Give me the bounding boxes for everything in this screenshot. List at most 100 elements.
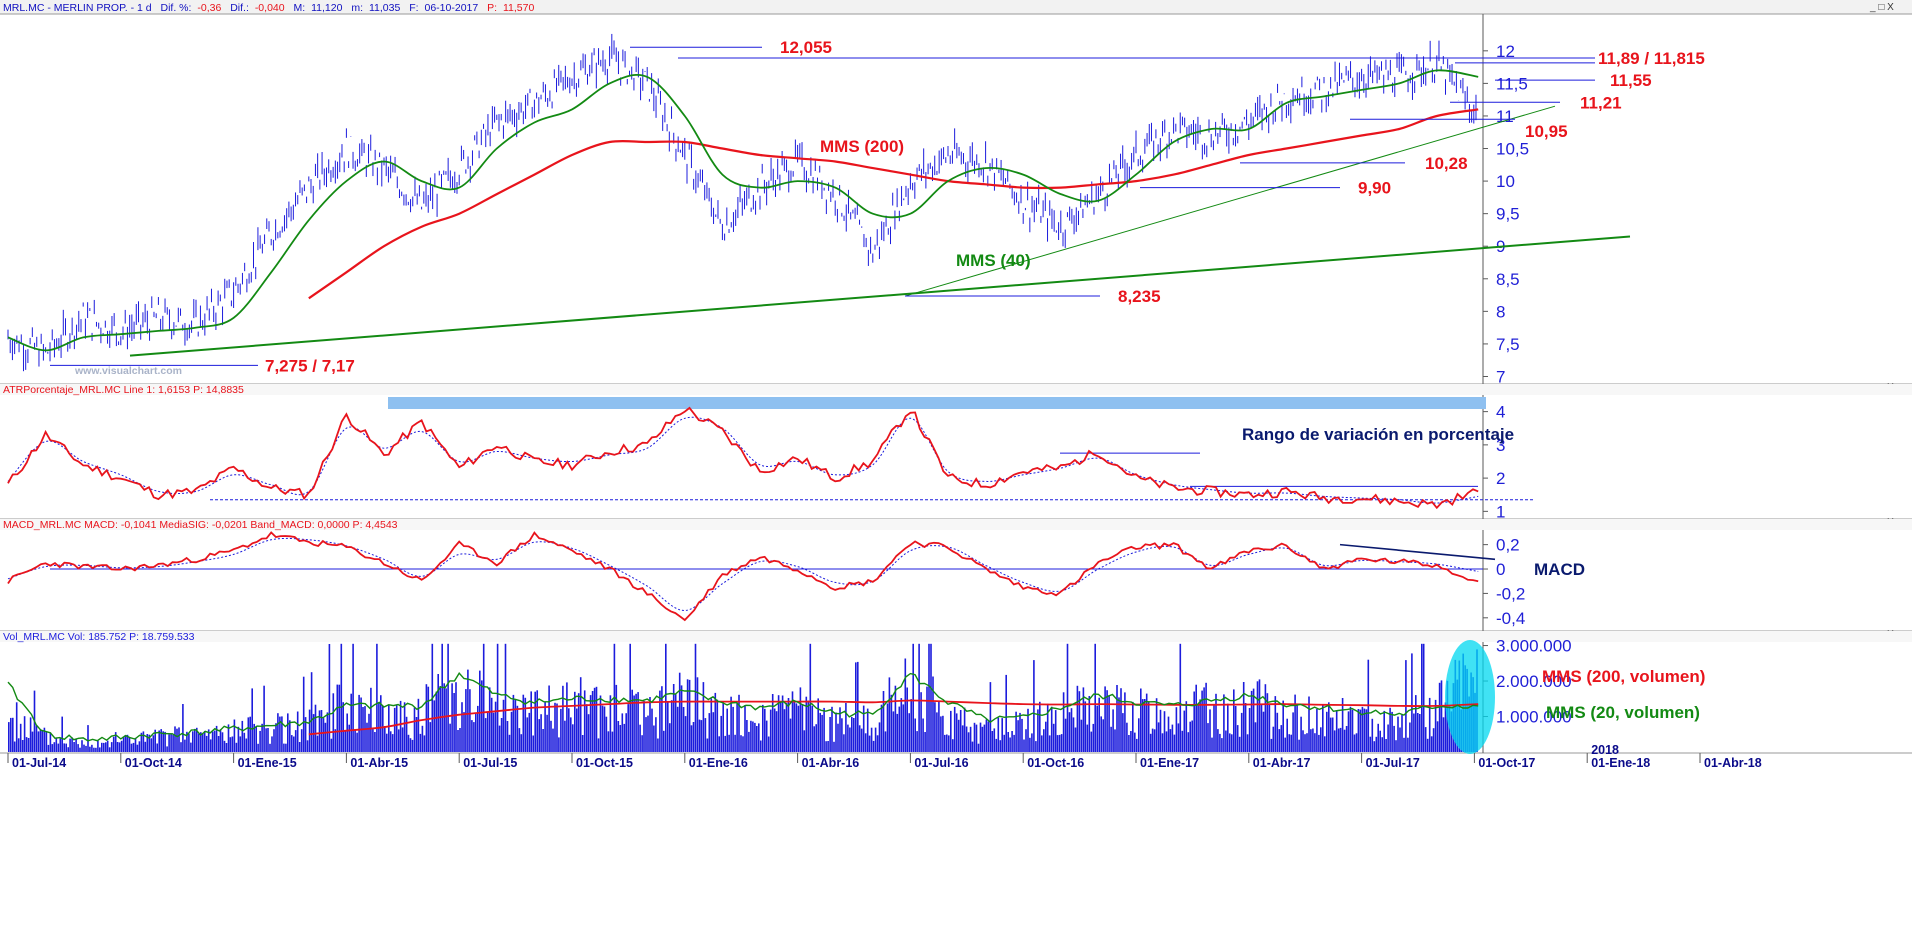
volume-bar	[421, 725, 424, 752]
volume-bar	[1296, 704, 1298, 752]
volume-title-bg	[0, 631, 1912, 642]
volume-bar	[31, 731, 34, 752]
volume-bar	[136, 744, 139, 752]
volume-bar	[1434, 699, 1437, 752]
y-tick-label: 8	[1496, 302, 1505, 321]
volume-bar	[585, 704, 588, 752]
volume-bar	[758, 723, 760, 752]
volume-bar	[1268, 703, 1271, 752]
volume-bar	[973, 722, 976, 752]
volume-bar	[101, 742, 103, 752]
volume-highlight	[1445, 640, 1495, 754]
volume-bar	[110, 742, 113, 752]
volume-bar	[997, 717, 1000, 752]
volume-bar	[1375, 736, 1378, 752]
volume-bar	[336, 684, 339, 752]
volume-bar	[75, 739, 77, 752]
volume-bar	[1391, 711, 1393, 752]
volume-bar	[773, 708, 776, 752]
volume-bar	[1163, 711, 1166, 752]
volume-bar	[245, 738, 248, 752]
volume-bar	[1411, 653, 1413, 752]
volume-bar	[1294, 694, 1296, 752]
volume-bar	[15, 702, 18, 752]
volume-bar	[1062, 692, 1065, 752]
volume-bar	[259, 730, 261, 752]
volume-bar	[53, 742, 56, 752]
volume-bar	[938, 701, 940, 752]
volume-bar	[1037, 709, 1039, 752]
volume-bar	[114, 732, 117, 752]
volume-bar	[912, 643, 914, 752]
volume-bar	[805, 696, 808, 752]
volume-bar	[1173, 734, 1176, 752]
volume-bar	[356, 732, 358, 752]
volume-bar	[807, 700, 810, 752]
volume-bar	[855, 662, 857, 752]
header-high: 11,120	[311, 2, 342, 14]
volume-bar	[1302, 730, 1304, 752]
window-buttons[interactable]: _ □ X_ □ X_ □ X_ □ X	[1869, 2, 1894, 640]
volume-bar	[12, 717, 14, 752]
volume-bar	[482, 643, 485, 752]
header-low-label: m:	[351, 2, 363, 14]
volume-bar	[629, 643, 631, 752]
volume-bar	[39, 729, 42, 752]
volume-bar	[849, 727, 851, 752]
volume-bar	[1399, 727, 1401, 752]
volume-bar	[112, 736, 115, 752]
volume-bar	[878, 722, 881, 752]
volume-bar	[942, 715, 944, 752]
volume-bar	[409, 738, 412, 752]
volume-bar	[316, 735, 319, 752]
volume-bar	[577, 693, 580, 752]
volume-bar	[124, 735, 127, 752]
volume-bar	[415, 717, 418, 752]
volume-bar	[752, 721, 754, 752]
volume-bar	[342, 702, 344, 752]
volume-bar	[200, 732, 202, 752]
volume-bar	[839, 707, 841, 752]
volume-bar	[825, 741, 827, 752]
volume-bar	[821, 714, 823, 752]
volume-bar	[310, 672, 313, 752]
volume-bar	[130, 743, 133, 752]
y-tick-label: 10	[1496, 172, 1515, 191]
volume-bar	[453, 693, 455, 752]
volume-bar	[352, 643, 354, 752]
volume-bar	[180, 742, 182, 752]
volume-bar	[492, 712, 495, 752]
window-buttons-row[interactable]: _ □ X	[1869, 2, 1894, 13]
volume-bar	[201, 733, 204, 752]
volume-bar	[57, 743, 60, 752]
macd-divergence-line	[1339, 543, 1496, 561]
volume-bar	[334, 729, 337, 752]
volume-bar	[946, 734, 948, 752]
volume-bar	[1100, 716, 1102, 752]
volume-bar	[285, 743, 287, 752]
volume-bar	[1213, 705, 1215, 752]
volume-bar	[1308, 696, 1310, 752]
volume-bar	[1209, 709, 1211, 752]
volume-bar	[1415, 695, 1417, 752]
volume-bar	[908, 713, 910, 752]
volume-bar	[47, 744, 50, 752]
volume-bar	[576, 708, 578, 752]
volume-bar	[241, 720, 244, 752]
volume-bar	[795, 703, 798, 752]
x-tick-label: 01-Jul-14	[12, 756, 66, 770]
volume-bar	[669, 723, 671, 752]
volume-bar	[332, 693, 335, 752]
volume-bar	[645, 717, 647, 752]
volume-bar	[1320, 727, 1322, 752]
volume-bar	[546, 714, 548, 752]
volume-bar	[1264, 684, 1267, 752]
volume-bar	[950, 710, 952, 752]
volume-bar	[37, 731, 40, 752]
volume-bar	[1359, 709, 1362, 752]
volume-bar	[1179, 643, 1182, 752]
volume-bar	[411, 739, 414, 752]
volume-bar	[1324, 736, 1326, 752]
volume-bar	[518, 728, 521, 752]
